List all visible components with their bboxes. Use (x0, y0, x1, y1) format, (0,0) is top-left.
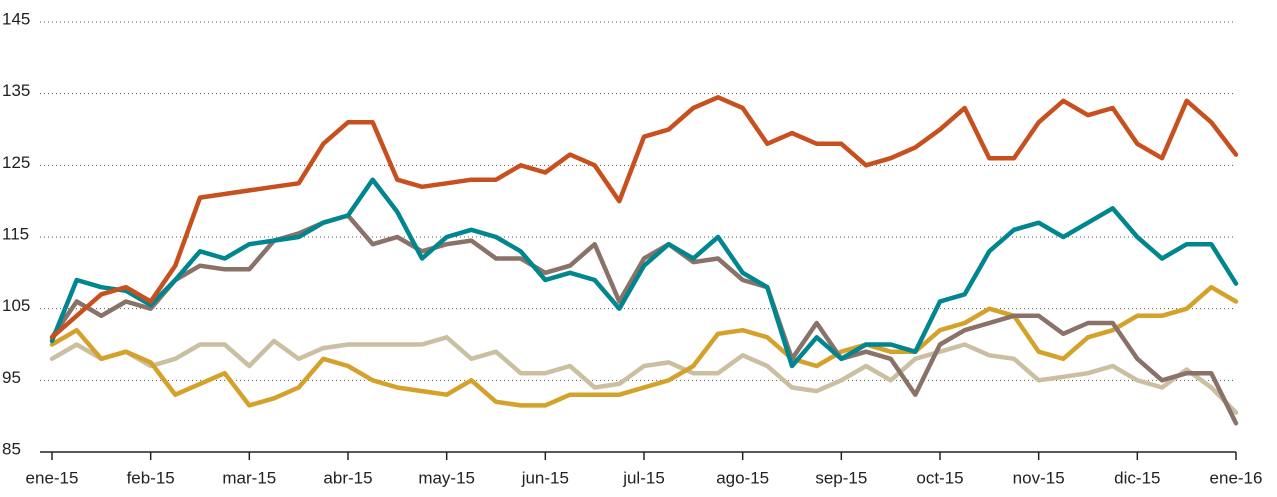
x-tick-label: feb-15 (127, 468, 175, 487)
x-tick-label: dic-15 (1114, 468, 1160, 487)
x-tick-label: jun-15 (521, 468, 569, 487)
x-tick-label: nov-15 (1013, 468, 1065, 487)
y-tick-label: 145 (2, 9, 30, 28)
x-tick-label: may-15 (418, 468, 475, 487)
x-tick-label: ene-16 (1210, 468, 1263, 487)
x-tick-label: ago-15 (716, 468, 769, 487)
y-tick-label: 105 (2, 296, 30, 315)
y-tick-label: 95 (2, 368, 21, 387)
series-line (49, 95, 1239, 340)
x-tick-label: ene-15 (26, 468, 79, 487)
series-line (49, 335, 1239, 415)
series-line (49, 177, 1239, 369)
y-tick-label: 135 (2, 81, 30, 100)
y-tick-label: 85 (2, 439, 21, 458)
y-tick-label: 125 (2, 153, 30, 172)
series-line (49, 284, 1239, 408)
x-tick-label: abr-15 (323, 468, 372, 487)
x-tick-label: mar-15 (222, 468, 276, 487)
y-tick-label: 115 (2, 224, 29, 243)
x-tick-label: jul-15 (622, 468, 665, 487)
x-tick-label: sep-15 (815, 468, 867, 487)
series-line (49, 213, 1239, 426)
x-tick-label: oct-15 (916, 468, 963, 487)
